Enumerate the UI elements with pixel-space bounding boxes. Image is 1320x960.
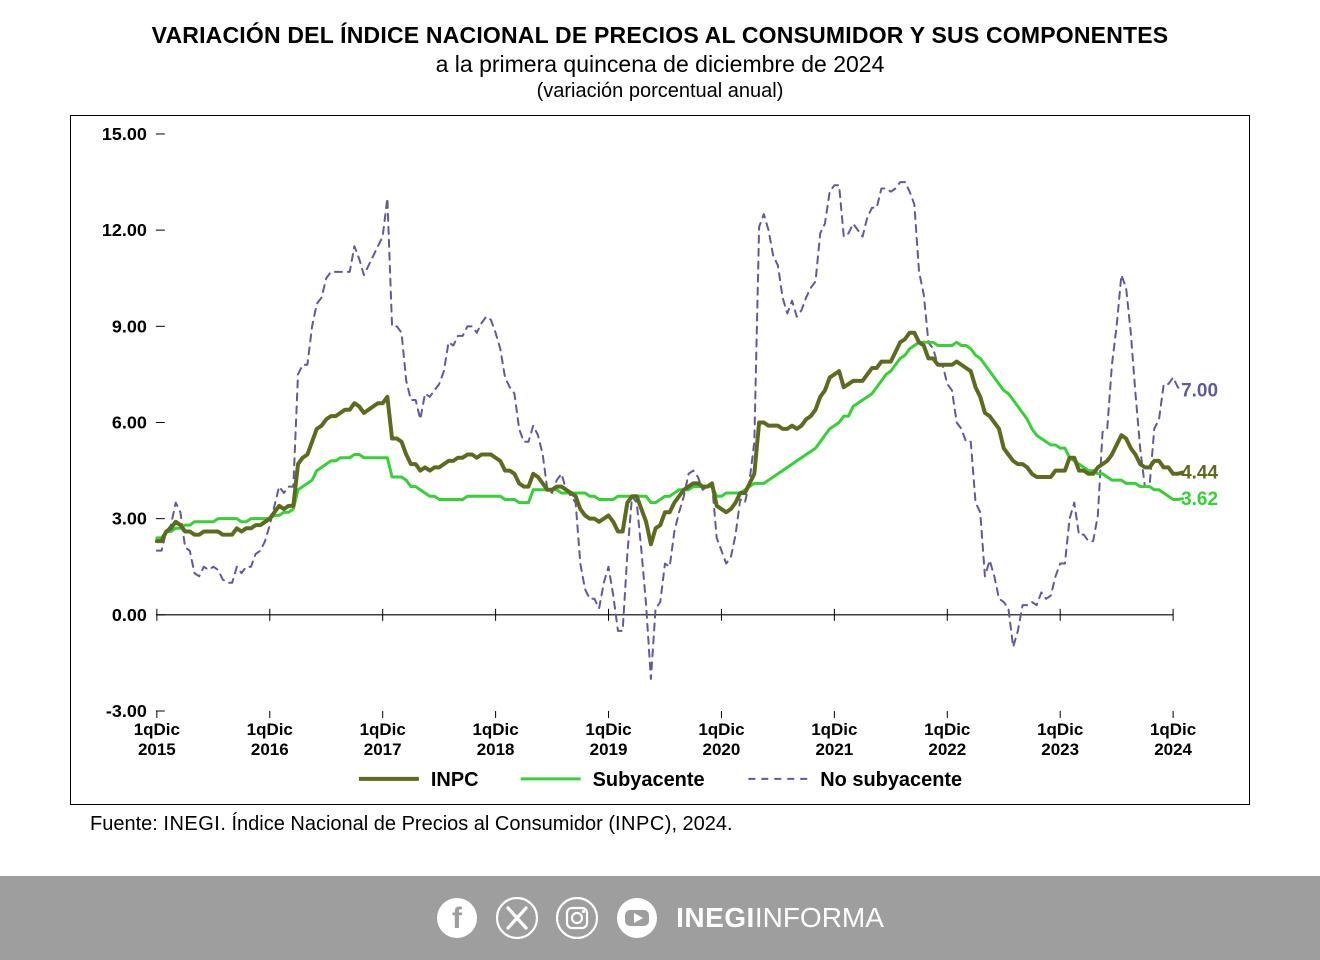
- chart-svg: -3.000.003.006.009.0012.0015.001qDic2015…: [71, 116, 1249, 803]
- x-tick-label: 1qDic: [1150, 720, 1196, 739]
- facebook-icon: f: [436, 897, 478, 939]
- chart-container: -3.000.003.006.009.0012.0015.001qDic2015…: [70, 115, 1250, 805]
- y-tick-label: 0.00: [112, 605, 147, 625]
- source-suffix: ), 2024.: [665, 813, 733, 835]
- x-tick-label: 2024: [1154, 740, 1192, 759]
- x-tick-label: 2023: [1041, 740, 1079, 759]
- x-tick-label: 1qDic: [811, 720, 857, 739]
- legend-label: Subyacente: [593, 769, 705, 791]
- chart-subtitle: a la primera quincena de diciembre de 20…: [40, 51, 1280, 78]
- y-tick-label: 6.00: [112, 412, 147, 432]
- x-tick-label: 2020: [703, 740, 741, 759]
- y-tick-label: 9.00: [112, 316, 147, 336]
- source-mid: . Índice Nacional de Precios al Consumid…: [220, 813, 615, 835]
- svg-text:f: f: [452, 902, 463, 935]
- end-label: 7.00: [1181, 380, 1218, 401]
- source-abbr: INPC: [615, 813, 665, 835]
- end-label: 3.62: [1181, 489, 1218, 510]
- x-tick-label: 1qDic: [585, 720, 631, 739]
- footer-brand-light: INFORMA: [755, 902, 884, 933]
- x-tick-label: 2019: [590, 740, 628, 759]
- x-tick-label: 2021: [815, 740, 853, 759]
- source-prefix: Fuente:: [90, 813, 163, 835]
- x-tick-label: 1qDic: [1037, 720, 1083, 739]
- footer-brand: INEGIINFORMA: [676, 902, 884, 934]
- series-inpc: [157, 333, 1183, 545]
- source-agency: INEGI: [163, 813, 220, 835]
- y-tick-label: 3.00: [112, 509, 147, 529]
- x-tick-label: 2018: [477, 740, 515, 759]
- chart-note: (variación porcentual anual): [40, 80, 1280, 103]
- x-icon: [496, 897, 538, 939]
- instagram-icon: [556, 897, 598, 939]
- x-tick-label: 1qDic: [134, 720, 180, 739]
- x-tick-label: 2017: [364, 740, 402, 759]
- legend-label: No subyacente: [820, 769, 962, 791]
- x-tick-label: 2022: [928, 740, 966, 759]
- end-label: 4.44: [1181, 462, 1218, 483]
- page: VARIACIÓN DEL ÍNDICE NACIONAL DE PRECIOS…: [0, 0, 1320, 960]
- x-tick-label: 1qDic: [924, 720, 970, 739]
- youtube-icon: [616, 897, 658, 939]
- footer-brand-bold: INEGI: [676, 902, 755, 933]
- title-block: VARIACIÓN DEL ÍNDICE NACIONAL DE PRECIOS…: [0, 0, 1320, 109]
- x-tick-label: 2015: [138, 740, 176, 759]
- y-tick-label: 15.00: [102, 124, 147, 144]
- x-tick-label: 1qDic: [698, 720, 744, 739]
- source-line: Fuente: INEGI. Índice Nacional de Precio…: [90, 813, 1250, 836]
- y-tick-label: -3.00: [106, 701, 147, 721]
- footer-bar: f INEGIINFORMA: [0, 876, 1320, 960]
- x-tick-label: 1qDic: [472, 720, 518, 739]
- x-tick-label: 2016: [251, 740, 289, 759]
- x-tick-label: 1qDic: [247, 720, 293, 739]
- y-tick-label: 12.00: [102, 220, 147, 240]
- x-tick-label: 1qDic: [360, 720, 406, 739]
- legend-label: INPC: [431, 769, 479, 791]
- chart-title: VARIACIÓN DEL ÍNDICE NACIONAL DE PRECIOS…: [40, 22, 1280, 49]
- series-nosub: [157, 182, 1183, 679]
